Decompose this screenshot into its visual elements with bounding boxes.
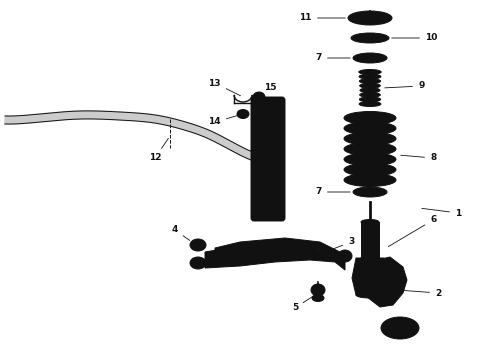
- Ellipse shape: [237, 109, 249, 118]
- Ellipse shape: [266, 160, 270, 164]
- Polygon shape: [205, 244, 345, 270]
- Ellipse shape: [312, 294, 324, 302]
- Ellipse shape: [344, 163, 396, 176]
- FancyBboxPatch shape: [251, 97, 285, 221]
- Ellipse shape: [361, 220, 379, 225]
- Ellipse shape: [362, 36, 378, 40]
- Ellipse shape: [266, 206, 270, 210]
- Ellipse shape: [405, 332, 409, 335]
- Ellipse shape: [341, 252, 349, 260]
- Ellipse shape: [385, 327, 389, 329]
- Ellipse shape: [359, 78, 381, 84]
- Text: 1: 1: [422, 208, 461, 217]
- Polygon shape: [352, 258, 388, 295]
- Ellipse shape: [266, 183, 270, 187]
- Text: 13: 13: [209, 78, 241, 96]
- Text: 8: 8: [401, 153, 436, 162]
- Ellipse shape: [263, 194, 273, 202]
- Ellipse shape: [263, 144, 273, 152]
- Ellipse shape: [359, 102, 381, 107]
- Ellipse shape: [256, 94, 262, 99]
- Text: 4: 4: [172, 225, 190, 240]
- Text: 11: 11: [299, 13, 345, 22]
- Ellipse shape: [260, 105, 267, 111]
- Ellipse shape: [405, 321, 409, 324]
- Ellipse shape: [360, 93, 380, 97]
- Ellipse shape: [381, 275, 393, 285]
- Text: 9: 9: [385, 81, 424, 90]
- Ellipse shape: [263, 204, 273, 211]
- Ellipse shape: [266, 133, 270, 137]
- Ellipse shape: [270, 117, 276, 122]
- Ellipse shape: [392, 321, 395, 324]
- Ellipse shape: [263, 131, 273, 139]
- Ellipse shape: [194, 242, 202, 248]
- Text: 14: 14: [208, 115, 240, 126]
- Ellipse shape: [253, 92, 265, 102]
- Ellipse shape: [240, 112, 246, 116]
- Ellipse shape: [366, 16, 374, 20]
- Ellipse shape: [365, 190, 375, 194]
- Bar: [361, 222, 379, 258]
- Ellipse shape: [360, 83, 380, 88]
- Ellipse shape: [353, 53, 387, 63]
- Ellipse shape: [366, 281, 374, 285]
- Ellipse shape: [366, 266, 374, 270]
- Ellipse shape: [344, 143, 396, 156]
- Ellipse shape: [344, 132, 396, 145]
- Ellipse shape: [392, 332, 395, 335]
- Ellipse shape: [344, 122, 396, 135]
- Text: 2: 2: [400, 288, 441, 297]
- Ellipse shape: [359, 14, 381, 22]
- Ellipse shape: [311, 284, 325, 296]
- Ellipse shape: [266, 146, 270, 150]
- Ellipse shape: [391, 323, 409, 333]
- Ellipse shape: [384, 278, 390, 283]
- Ellipse shape: [411, 327, 415, 329]
- Text: 7: 7: [316, 54, 350, 63]
- Polygon shape: [365, 257, 407, 307]
- Ellipse shape: [194, 260, 202, 266]
- Text: 10: 10: [392, 33, 438, 42]
- Ellipse shape: [365, 56, 375, 60]
- Ellipse shape: [344, 153, 396, 166]
- Ellipse shape: [344, 112, 396, 125]
- Ellipse shape: [353, 187, 387, 197]
- Ellipse shape: [361, 256, 379, 261]
- Ellipse shape: [190, 257, 206, 269]
- Text: 15: 15: [264, 84, 276, 100]
- Ellipse shape: [266, 196, 270, 200]
- Ellipse shape: [356, 292, 384, 298]
- Ellipse shape: [359, 74, 381, 79]
- Text: 5: 5: [292, 297, 313, 312]
- Ellipse shape: [360, 88, 380, 93]
- Text: 6: 6: [389, 216, 436, 247]
- Ellipse shape: [270, 105, 276, 111]
- Ellipse shape: [359, 69, 381, 75]
- Ellipse shape: [315, 288, 321, 292]
- Ellipse shape: [260, 117, 267, 122]
- Polygon shape: [5, 111, 259, 162]
- Ellipse shape: [344, 174, 396, 186]
- Ellipse shape: [338, 250, 352, 262]
- Ellipse shape: [351, 33, 389, 43]
- Text: 12: 12: [149, 138, 169, 162]
- Ellipse shape: [263, 158, 273, 166]
- Ellipse shape: [348, 11, 392, 25]
- Ellipse shape: [263, 181, 273, 189]
- Bar: [262, 171, 274, 181]
- Ellipse shape: [190, 239, 206, 251]
- Ellipse shape: [359, 97, 381, 102]
- Text: 7: 7: [316, 188, 350, 197]
- Polygon shape: [215, 238, 340, 260]
- Text: 3: 3: [322, 238, 354, 253]
- Ellipse shape: [381, 317, 419, 339]
